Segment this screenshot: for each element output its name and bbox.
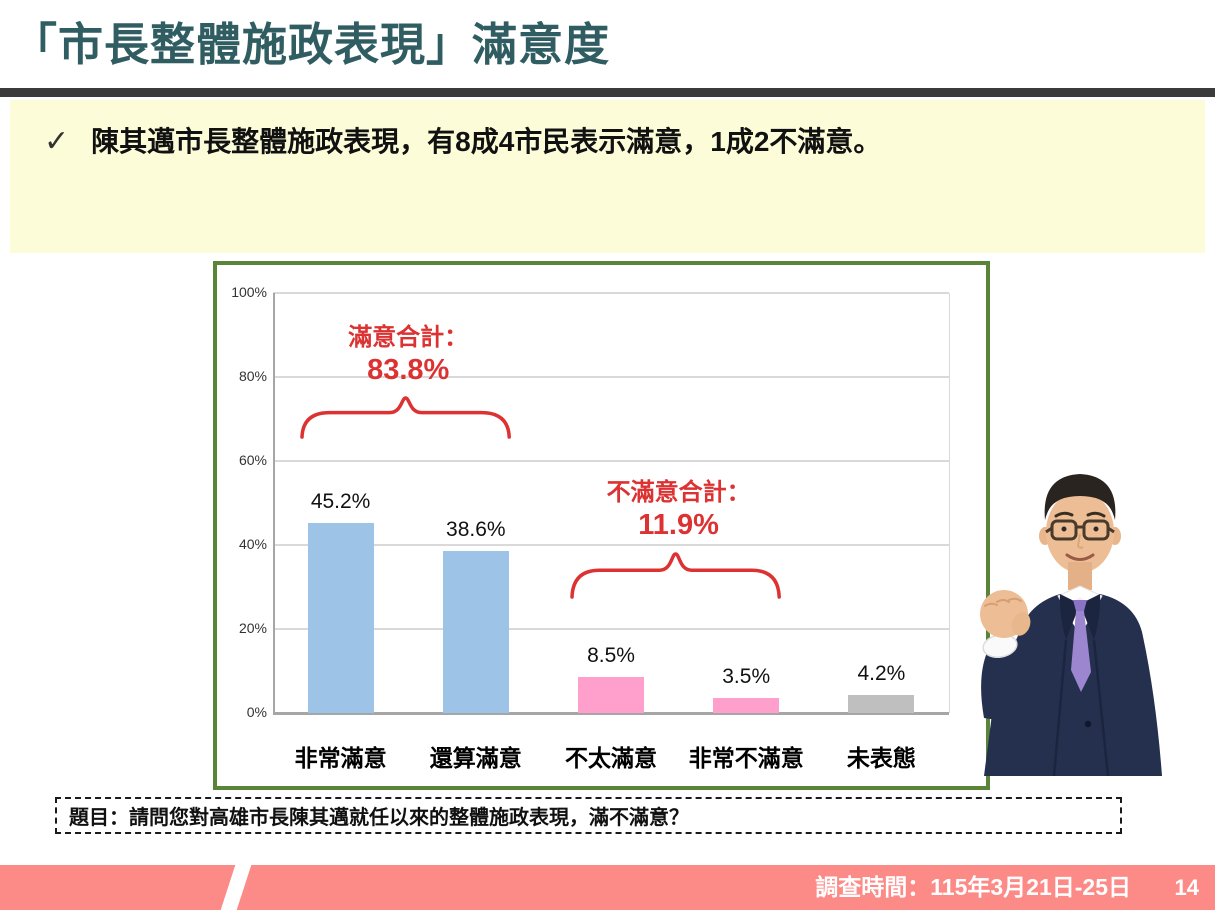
bar (578, 677, 644, 713)
y-axis-tick-label: 60% (238, 452, 267, 468)
mayor-illustration (980, 474, 1162, 777)
annotation-value: 83.8% (367, 354, 450, 386)
annotation-label: 滿意合計： (348, 324, 469, 351)
footer-slash-decoration (220, 865, 252, 910)
category-label: 非常不滿意 (688, 745, 804, 771)
annotation-label: 不滿意合計： (606, 479, 751, 506)
gridline (273, 544, 949, 546)
bar (442, 550, 509, 713)
curly-brace-icon (299, 396, 511, 439)
summary-highlight-box: ✓ 陳其邁市長整體施政表現，有8成4市民表示滿意，1成2不滿意。 (10, 100, 1205, 253)
bar-value-label: 4.2% (857, 662, 906, 686)
gridline (273, 628, 949, 630)
category-label: 還算滿意 (429, 745, 522, 771)
question-box: 題目：請問您對高雄市長陳其邁就任以來的整體施政表現，滿不滿意？ (55, 797, 1122, 834)
y-axis-tick-label: 100% (231, 284, 267, 300)
checkmark-icon: ✓ (44, 125, 70, 158)
bar-value-label: 45.2% (310, 490, 371, 514)
bar-chart: 0% 20% 40% 60% 80% 100% 45.2% 非常滿意 38.6% 還算滿意 8.5%… (213, 261, 990, 790)
category-label: 未表態 (846, 745, 916, 771)
bar-value-label: 8.5% (587, 644, 635, 668)
gridline (273, 460, 949, 462)
bar-value-label: 38.6% (446, 517, 506, 541)
category-label: 不太滿意 (565, 745, 657, 771)
footer-page-number: 14 (1174, 875, 1199, 900)
question-text: 題目：請問您對高雄市長陳其邁就任以來的整體施政表現，滿不滿意？ (69, 807, 689, 829)
mayor-photo (962, 456, 1198, 777)
gridline (273, 292, 949, 294)
plot-right-border (949, 293, 950, 713)
gridline (273, 376, 949, 378)
y-axis-tick-label: 0% (246, 704, 267, 720)
annotation-value: 11.9% (638, 509, 719, 541)
x-axis-line (273, 711, 949, 715)
summary-line: ✓ 陳其邁市長整體施政表現，有8成4市民表示滿意，1成2不滿意。 (44, 122, 881, 162)
summary-text: 陳其邁市長整體施政表現，有8成4市民表示滿意，1成2不滿意。 (91, 126, 882, 157)
bar (713, 698, 780, 713)
y-axis (273, 293, 275, 713)
y-axis-tick-label: 80% (238, 368, 267, 384)
y-axis-tick-label: 40% (238, 536, 267, 552)
bar (307, 523, 374, 713)
title-underline-rule (0, 88, 1215, 97)
footer-bar: 調查時間：115年3月21日-25日 14 (0, 865, 1215, 910)
footer-survey-time: 調查時間：115年3月21日-25日 (815, 874, 1131, 900)
page-title: 「市長整體施政表現」滿意度 (12, 19, 611, 70)
bar (848, 695, 915, 713)
curly-brace-icon (570, 552, 781, 599)
bar-value-label: 3.5% (722, 665, 771, 689)
category-label: 非常滿意 (294, 745, 387, 771)
y-axis-tick-label: 20% (238, 620, 267, 636)
